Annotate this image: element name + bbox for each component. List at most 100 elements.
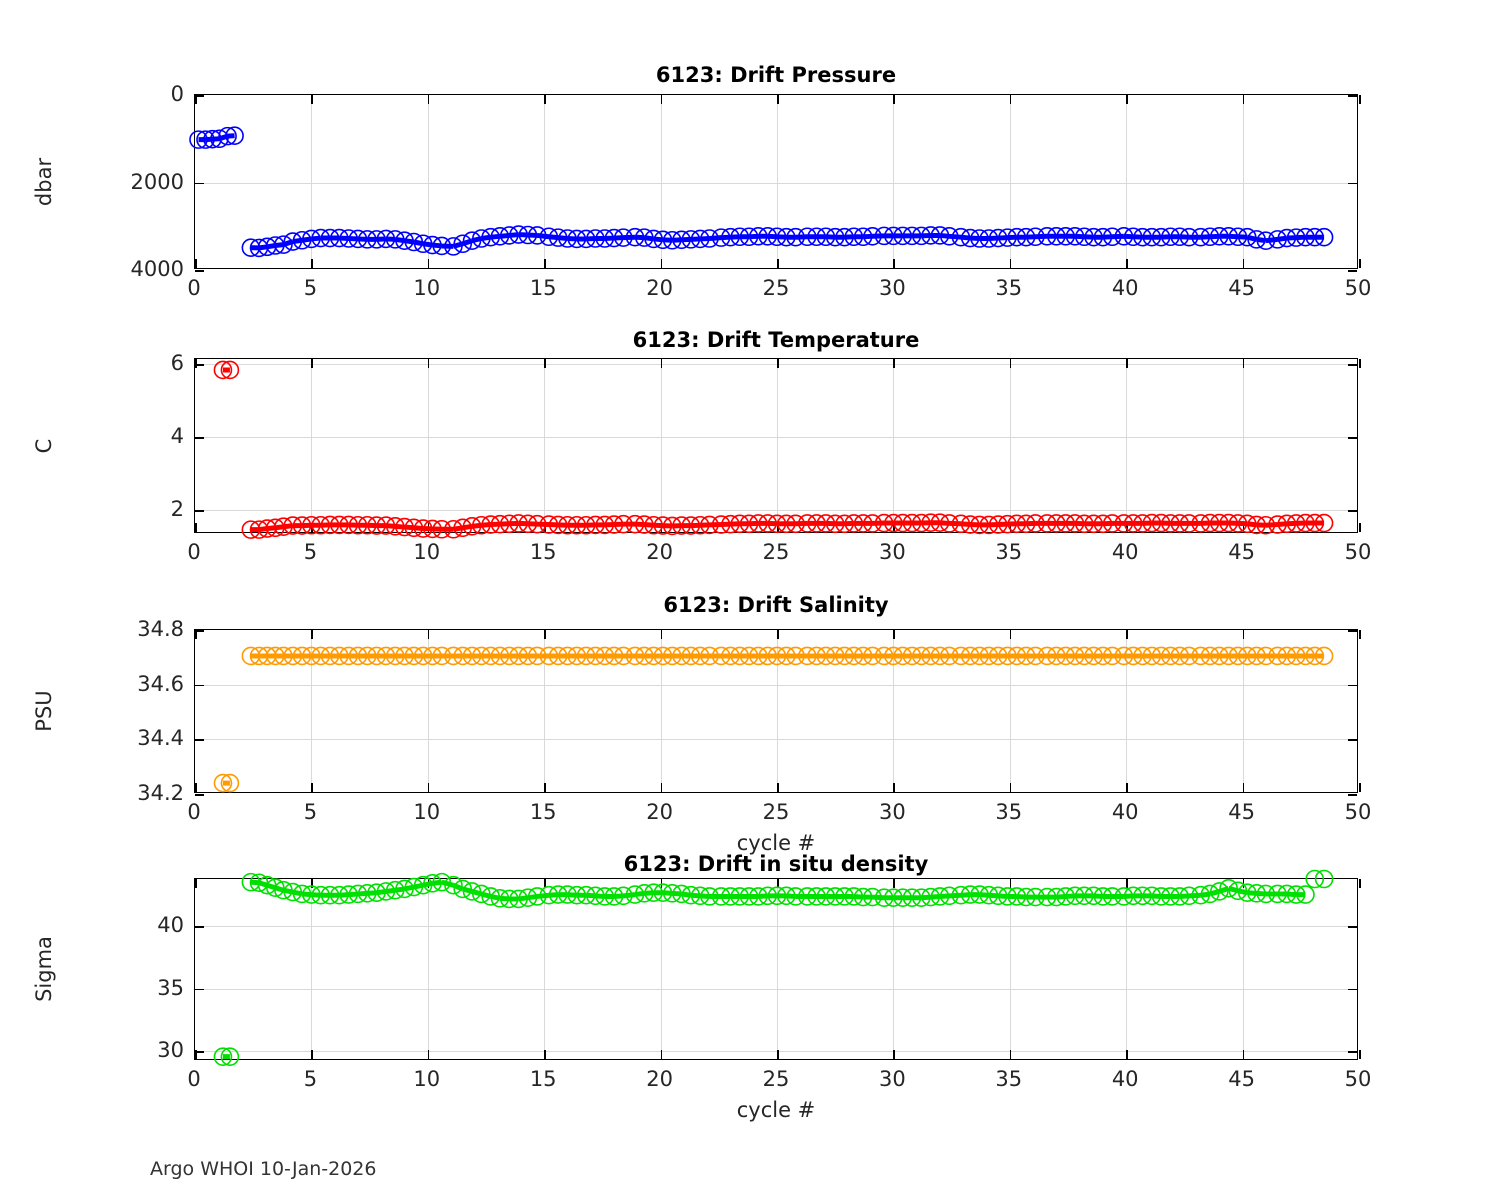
data-point-marker [998,887,1017,906]
gridline-vertical [427,879,429,1059]
data-point-marker [376,882,396,901]
panel-title-drift-in-situ-density: 6123: Drift in situ density [623,852,929,876]
tick-y [195,630,204,632]
data-point-marker [921,226,940,245]
data-point-marker [490,514,510,534]
data-point-marker [1305,513,1325,533]
data-point-marker [835,887,854,906]
tick-x-top [195,879,197,888]
data-point-marker [302,646,321,666]
data-point-marker [1007,514,1027,534]
data-point-marker [1133,886,1152,906]
data-point-marker [1314,227,1334,247]
tick-x [777,259,779,268]
tick-x-top [893,95,895,104]
data-point-marker [1228,881,1248,901]
data-point-marker [1210,227,1229,246]
data-point-marker [1305,869,1325,889]
axis-tick-label-x: 15 [529,800,557,824]
data-point-marker [835,514,854,534]
axis-tick-label-x: 15 [529,540,557,564]
data-point-marker [330,228,349,248]
axis-tick-label-y: 40 [157,913,184,938]
axis-tick-label-x: 15 [529,276,557,300]
data-point-marker [653,646,673,666]
tick-x-top [427,95,430,104]
data-point-marker [816,887,836,906]
data-point-marker [874,226,894,246]
data-point-marker [1219,646,1238,666]
gridline-vertical [544,630,546,792]
data-point-marker [1237,646,1257,666]
data-point-marker [853,887,873,907]
data-point-marker [1065,514,1085,533]
tick-x [544,259,546,268]
data-point-marker [758,514,777,533]
tick-x [544,1050,546,1059]
data-point-marker [311,646,331,666]
data-point-marker [302,229,321,249]
data-point-marker [739,646,759,666]
data-point-marker [586,229,605,248]
data-point-marker [777,227,796,247]
gridline-vertical [1126,359,1128,532]
data-point-marker [700,515,719,535]
data-point-marker [825,887,845,906]
data-point-marker [614,886,633,906]
data-point-marker [462,231,482,250]
data-point-marker [481,887,500,906]
data-point-marker [672,646,691,666]
data-point-marker [998,646,1017,666]
data-point-marker [453,234,473,254]
data-point-marker [951,514,971,534]
data-point-marker [884,226,903,246]
tick-x-top [893,879,895,888]
axis-tick-label-x: 10 [413,540,441,564]
data-point-marker [274,235,293,254]
tick-x-top [311,879,313,888]
data-point-marker [1151,513,1171,533]
data-point-marker [816,514,836,533]
tick-y-right [1348,739,1357,741]
data-point-marker [786,887,805,906]
data-point-marker [527,646,547,666]
gridline-vertical [1242,95,1244,268]
tick-x [1242,523,1245,532]
tick-x-top [660,630,663,639]
data-point-marker [266,236,285,255]
gridline-vertical [544,95,546,268]
tick-x-top [544,879,546,888]
tick-y-right [1348,988,1357,991]
data-point-marker [1151,887,1171,906]
data-point-marker [339,646,358,666]
data-point-marker [558,646,577,666]
data-point-marker [595,646,615,666]
tick-x [427,1050,430,1059]
data-point-marker [1286,514,1306,533]
data-point-marker [797,887,817,906]
data-point-marker [1314,646,1334,666]
data-point-marker [302,885,321,904]
tick-x-top [544,359,546,368]
data-point-marker [1133,646,1152,666]
data-point-marker [1219,513,1238,533]
data-point-marker [1093,646,1113,666]
data-point-marker [586,646,605,666]
data-point-marker [1142,886,1162,906]
data-point-marker [1268,884,1287,904]
axis-tick-label-x: 0 [187,540,201,564]
tick-x-top [777,630,779,639]
data-point-marker [1026,227,1045,247]
data-point-marker [274,517,293,537]
tick-y-right [1348,794,1357,796]
axis-tick-label-x: 10 [413,800,441,824]
tick-x [311,259,313,268]
axis-tick-label-x: 30 [879,1067,906,1091]
axis-tick-label-x: 50 [1344,276,1372,300]
data-point-marker [509,225,528,244]
data-point-marker [404,518,424,538]
data-point-marker [220,773,240,793]
tick-x [1359,783,1361,792]
data-point-marker [423,235,442,255]
gridline-vertical [893,879,895,1059]
